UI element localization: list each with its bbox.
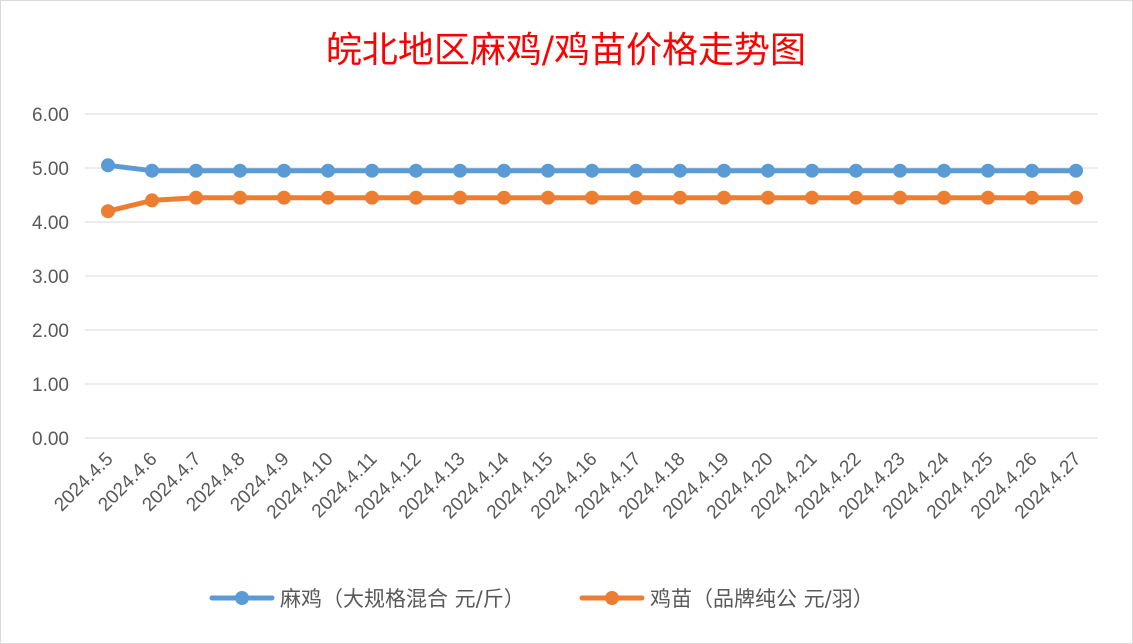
legend-item-2: 鸡苗（品牌纯公 元/羽）: [579, 587, 874, 611]
data-point: [321, 163, 335, 178]
data-point: [893, 163, 907, 178]
data-point: [673, 190, 687, 205]
y-tick-label: 4.00: [32, 213, 69, 234]
data-point: [277, 163, 291, 178]
data-point: [1025, 190, 1039, 205]
data-point: [717, 190, 731, 205]
data-point: [101, 204, 115, 219]
data-point: [937, 163, 951, 178]
data-point: [761, 190, 775, 205]
data-point: [365, 163, 379, 178]
data-point: [673, 163, 687, 178]
legend-label: 鸡苗（品牌纯公 元/羽）: [650, 587, 874, 611]
series-2: [101, 190, 1083, 219]
data-point: [233, 190, 247, 205]
legend: 麻鸡（大规格混合 元/斤） 鸡苗（品牌纯公 元/羽）: [209, 587, 874, 611]
data-point: [761, 163, 775, 178]
x-axis-ticks: 2024.4.52024.4.62024.4.72024.4.82024.4.9…: [50, 448, 1085, 523]
data-point: [849, 190, 863, 205]
data-point: [233, 163, 247, 178]
data-point: [497, 190, 511, 205]
data-point: [981, 163, 995, 178]
series-layer: [101, 158, 1083, 219]
data-point: [1025, 163, 1039, 178]
y-axis-ticks: 0.00 1.00 2.00 3.00 4.00 5.00 6.00: [32, 105, 69, 450]
y-tick-label: 2.00: [32, 321, 69, 342]
data-point: [849, 163, 863, 178]
series-1: [101, 158, 1083, 178]
data-point: [453, 190, 467, 205]
data-point: [497, 163, 511, 178]
grid-lines: [85, 113, 1098, 439]
data-point: [585, 163, 599, 178]
y-tick-label: 1.00: [32, 375, 69, 396]
data-point: [937, 190, 951, 205]
data-point: [277, 190, 291, 205]
data-point: [1069, 163, 1083, 178]
data-point: [409, 163, 423, 178]
data-point: [629, 190, 643, 205]
data-point: [717, 163, 731, 178]
data-point: [541, 163, 555, 178]
y-tick-label: 5.00: [32, 159, 69, 180]
y-tick-label: 0.00: [32, 429, 69, 450]
data-point: [145, 193, 159, 208]
data-point: [189, 163, 203, 178]
data-point: [145, 163, 159, 178]
y-tick-label: 6.00: [32, 105, 69, 126]
data-point: [585, 190, 599, 205]
legend-label: 麻鸡（大规格混合 元/斤）: [280, 587, 525, 611]
data-point: [805, 163, 819, 178]
data-point: [541, 190, 555, 205]
data-point: [1069, 190, 1083, 205]
y-tick-label: 3.00: [32, 267, 69, 288]
data-point: [365, 190, 379, 205]
data-point: [101, 158, 115, 173]
legend-item-1: 麻鸡（大规格混合 元/斤）: [209, 587, 525, 611]
legend-marker: [235, 591, 249, 605]
data-point: [189, 190, 203, 205]
data-point: [981, 190, 995, 205]
data-point: [629, 163, 643, 178]
legend-marker: [605, 591, 619, 605]
data-point: [893, 190, 907, 205]
data-point: [321, 190, 335, 205]
data-point: [409, 190, 423, 205]
chart-title: 皖北地区麻鸡/鸡苗价格走势图: [326, 30, 806, 71]
data-point: [805, 190, 819, 205]
data-point: [453, 163, 467, 178]
